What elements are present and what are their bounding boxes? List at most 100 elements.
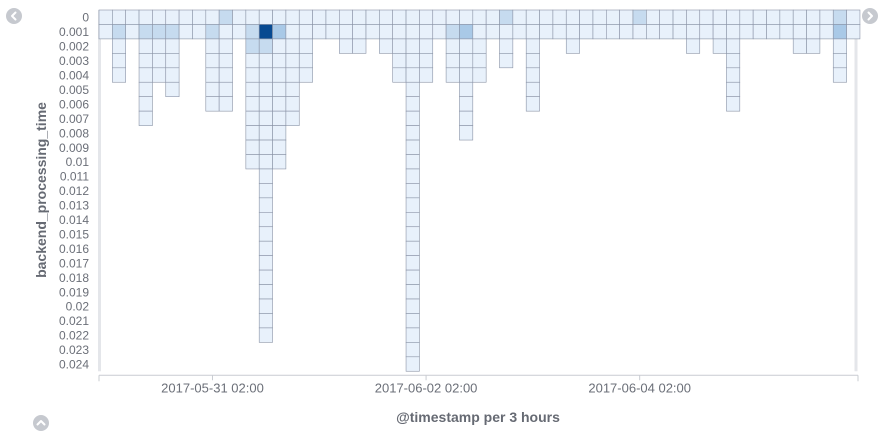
heatmap-cell <box>272 96 287 112</box>
heatmap-cell <box>272 9 287 25</box>
heatmap-cell <box>205 53 220 69</box>
heatmap-cell <box>619 9 634 25</box>
heatmap-cell <box>419 53 434 69</box>
heatmap-cell <box>272 67 287 83</box>
y-tick-label: 0.023 <box>59 343 89 357</box>
y-tick-label: 0.012 <box>59 184 89 198</box>
heatmap-cell <box>298 38 313 54</box>
heatmap-cell <box>138 24 153 40</box>
collapse-toggle-button[interactable] <box>33 415 49 431</box>
heatmap-cell <box>579 24 594 40</box>
heatmap-cell <box>405 298 420 314</box>
y-tick-label: 0.004 <box>59 69 89 83</box>
x-tick-label: 2017-06-02 02:00 <box>375 380 478 395</box>
heatmap-cell <box>205 96 220 112</box>
heatmap-cell <box>766 24 781 40</box>
heatmap-cell <box>112 24 126 40</box>
heatmap-cell <box>272 154 287 170</box>
heatmap-cell <box>499 9 514 25</box>
heatmap-cell <box>205 67 220 83</box>
heatmap-cell <box>525 24 540 40</box>
heatmap-cell <box>525 67 540 83</box>
heatmap-cell <box>472 67 487 83</box>
heatmap-cell <box>525 53 540 69</box>
heatmap-cell <box>258 240 273 256</box>
heatmap-cell <box>405 53 420 69</box>
heatmap-cell <box>405 255 420 271</box>
heatmap-cell <box>138 81 153 97</box>
heatmap-cell <box>392 53 407 69</box>
heatmap-cell <box>218 96 233 112</box>
heatmap-cell <box>792 9 807 25</box>
heatmap-cell <box>352 38 367 54</box>
heatmap-cell <box>472 24 487 40</box>
heatmap-cell <box>739 24 754 40</box>
heatmap-cell <box>766 9 781 25</box>
heatmap-cell <box>245 96 260 112</box>
heatmap-cell <box>272 139 287 155</box>
heatmap-cell <box>752 24 767 40</box>
heatmap-cell <box>419 9 434 25</box>
heatmap-cell <box>245 154 260 170</box>
heatmap-cells <box>98 9 861 372</box>
heatmap-cell <box>405 183 420 199</box>
y-tick-label: 0.002 <box>59 40 89 54</box>
heatmap-cell <box>232 9 247 25</box>
heatmap-cell <box>525 81 540 97</box>
heatmap-cell <box>272 38 287 54</box>
heatmap-cell <box>152 24 167 40</box>
heatmap-cell <box>832 24 847 40</box>
heatmap-cell <box>405 9 420 25</box>
heatmap-cell <box>272 24 287 40</box>
heatmap-cell <box>258 96 273 112</box>
heatmap-cell <box>806 38 821 54</box>
heatmap-cell <box>298 67 313 83</box>
heatmap-cell <box>245 81 260 97</box>
heatmap-cell <box>258 67 273 83</box>
next-arrow-button[interactable] <box>862 8 878 24</box>
x-axis: 2017-05-31 02:00 2017-06-02 02:00 2017-06-… <box>98 374 859 395</box>
y-axis-title: backend_processing_time <box>33 102 49 278</box>
y-tick-label: 0.006 <box>59 97 89 111</box>
x-tick-label: 2017-06-04 02:00 <box>588 380 691 395</box>
heatmap-cell <box>806 24 821 40</box>
y-tick-label: 0.009 <box>59 141 89 155</box>
heatmap-cell <box>405 38 420 54</box>
heatmap-cell <box>726 24 741 40</box>
heatmap-cell <box>459 24 474 40</box>
heatmap-cell <box>565 24 580 40</box>
heatmap-cell <box>405 154 420 170</box>
heatmap-cell <box>112 53 126 69</box>
heatmap-cell <box>499 24 514 40</box>
heatmap-cell <box>445 38 460 54</box>
heatmap-cell <box>138 67 153 83</box>
heatmap-cell <box>365 9 380 25</box>
heatmap-cell <box>218 53 233 69</box>
heatmap-cell <box>138 53 153 69</box>
heatmap-cell <box>272 125 287 141</box>
heatmap-cell <box>819 9 834 25</box>
heatmap-cell <box>512 9 527 25</box>
heatmap-cell <box>138 9 153 25</box>
x-axis-title: @timestamp per 3 hours <box>396 409 560 425</box>
heatmap-cell <box>592 24 607 40</box>
heatmap-cell <box>646 9 660 25</box>
heatmap-cell <box>338 38 353 54</box>
heatmap-cell <box>405 125 420 141</box>
heatmap-cell <box>112 38 126 54</box>
y-axis-tick-labels: 00.0010.0020.0030.0040.0050.0060.0070.00… <box>59 11 89 372</box>
previous-arrow-button[interactable] <box>6 8 22 24</box>
heatmap-cell <box>485 24 500 40</box>
heatmap-cell <box>165 24 180 40</box>
heatmap-cell <box>485 9 500 25</box>
heatmap-cell <box>152 38 167 54</box>
heatmap-cell <box>192 24 207 40</box>
y-tick-label: 0.015 <box>59 228 89 242</box>
heatmap-cell <box>258 38 273 54</box>
y-tick-label: 0.013 <box>59 199 89 213</box>
heatmap-cell <box>405 110 420 126</box>
heatmap-cell <box>405 81 420 97</box>
heatmap-cell <box>419 38 434 54</box>
heatmap-cell <box>178 24 193 40</box>
heatmap-cell <box>258 313 273 329</box>
